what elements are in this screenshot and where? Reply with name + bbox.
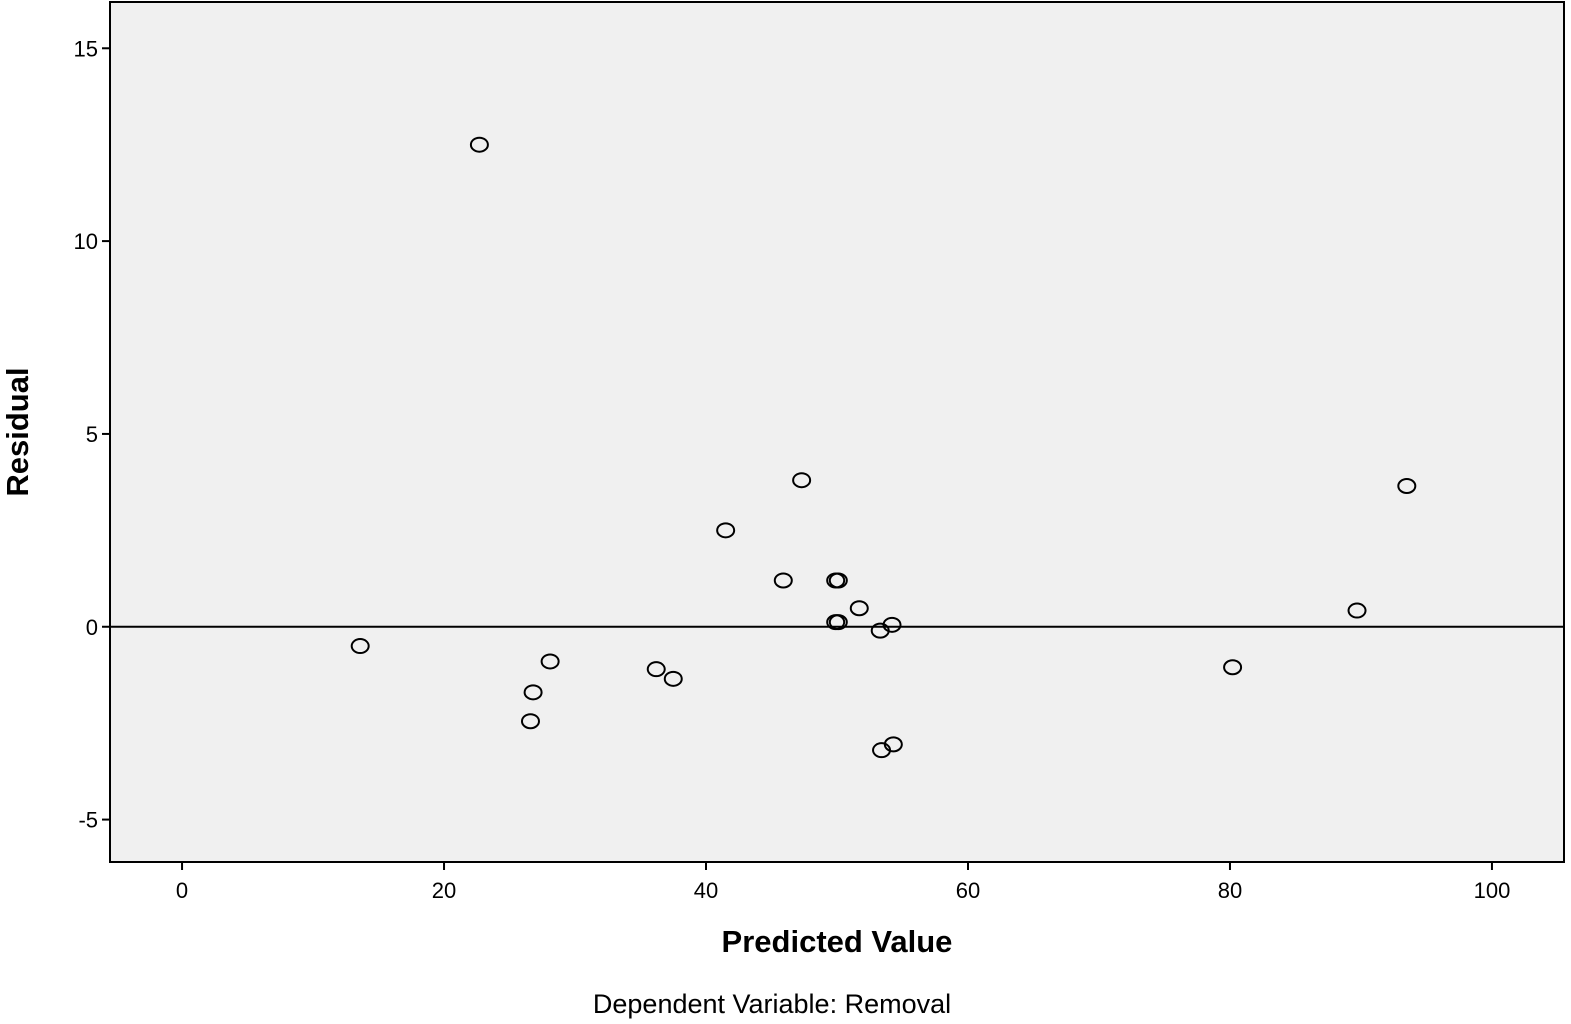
x-tick-label: 100: [1474, 878, 1511, 903]
y-tick-label: -5: [78, 808, 98, 833]
plot-area: [109, 1, 1565, 863]
x-axis-title: Predicted Value: [722, 924, 953, 959]
data-point: [1397, 477, 1417, 494]
data-point: [523, 684, 543, 701]
x-tick-label: 80: [1218, 878, 1242, 903]
y-tick-label: 0: [86, 615, 98, 640]
data-point: [469, 136, 489, 153]
data-point: [849, 600, 869, 617]
data-point: [1223, 659, 1243, 676]
data-point: [646, 661, 666, 678]
y-tick-label: 5: [86, 422, 98, 447]
data-point: [663, 670, 683, 687]
data-point: [1347, 602, 1367, 619]
y-tick-label: 10: [74, 229, 98, 254]
data-point: [773, 572, 793, 589]
data-point: [520, 713, 540, 730]
data-point: [828, 572, 848, 589]
data-point: [792, 472, 812, 489]
data-point: [883, 736, 903, 753]
data-point: [350, 638, 370, 655]
data-point: [716, 522, 736, 539]
chart-footnote: Dependent Variable: Removal: [593, 989, 951, 1019]
x-axis: 0 20 40 60 80 100: [176, 862, 1510, 903]
x-tick-label: 40: [694, 878, 718, 903]
x-tick-label: 20: [432, 878, 456, 903]
x-tick-label: 60: [956, 878, 980, 903]
y-axis: -5 0 5 10 15: [74, 36, 110, 833]
data-point: [540, 653, 560, 670]
y-axis-title: Residual: [0, 367, 35, 496]
y-tick-label: 15: [74, 36, 98, 61]
data-points: [350, 136, 1417, 759]
x-tick-label: 0: [176, 878, 188, 903]
data-point: [882, 616, 902, 633]
data-point: [828, 614, 848, 631]
